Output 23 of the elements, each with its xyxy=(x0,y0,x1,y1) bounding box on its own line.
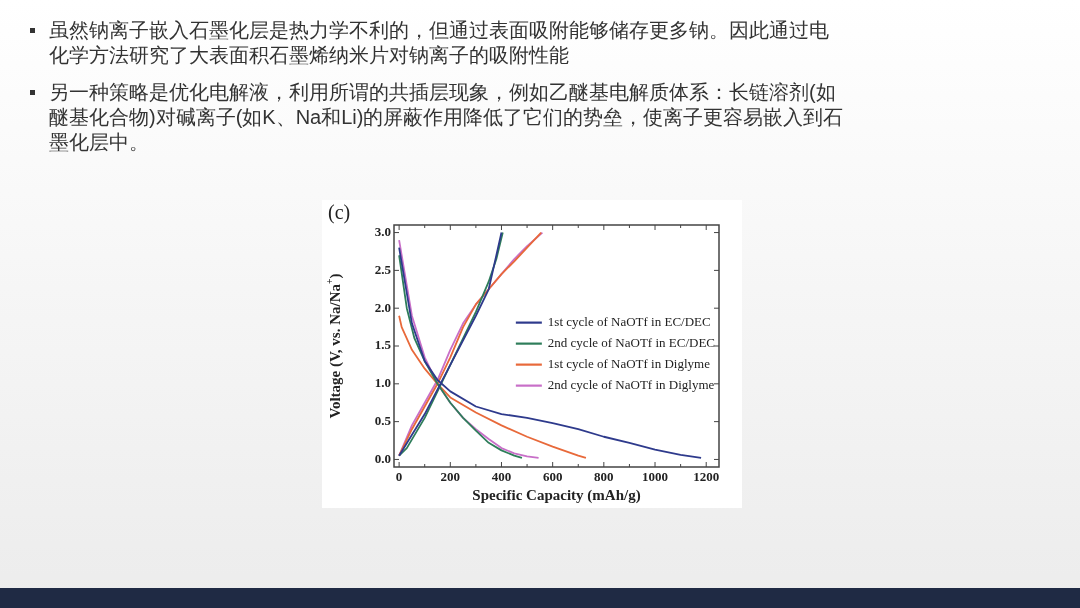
x-tick-label: 200 xyxy=(440,469,461,485)
legend-label: 2nd cycle of NaOTf in Diglyme xyxy=(547,377,715,393)
legend-label: 1st cycle of NaOTf in Diglyme xyxy=(547,356,711,372)
legend-label: 1st cycle of NaOTf in EC/DEC xyxy=(547,314,711,330)
y-tick-label: 0.0 xyxy=(374,450,391,466)
y-tick-label: 1.5 xyxy=(374,337,392,353)
y-tick-label: 1.0 xyxy=(374,375,391,391)
x-tick-label: 1000 xyxy=(642,469,669,485)
text: 另一种策略是优化电解液，利用所谓的共插层现象，例如乙醚基电解质体系：长链溶剂(如醚基化合物)对碱离子(如K、Na和Li)的屏蔽作用降低了它们的势垒，使离子更容易嵌入到石墨化层中。 xyxy=(49,80,845,155)
y-tick-label: 2.0 xyxy=(374,299,391,315)
x-tick-label: 800 xyxy=(594,469,614,485)
x-tick-label: 0 xyxy=(395,469,403,485)
y-tick-label: 0.5 xyxy=(374,412,392,428)
x-axis-title: Specific Capacity (mAh/g) xyxy=(472,486,641,504)
text: 虽然钠离子嵌入石墨化层是热力学不利的，但通过表面吸附能够储存更多钠。因此通过电化学方法研究了大表面积石墨烯纳米片对钠离子的吸附性能 xyxy=(49,18,830,68)
x-tick-label: 600 xyxy=(542,469,563,485)
y-tick-label: 2.5 xyxy=(374,261,392,277)
text: (c) xyxy=(328,201,351,225)
y-tick-label: 3.0 xyxy=(374,223,391,239)
legend-label: 2nd cycle of NaOTf in EC/DEC xyxy=(547,335,715,351)
x-tick-label: 1200 xyxy=(693,469,720,485)
y-axis-title: Voltage (V, vs. Na/Na+) xyxy=(323,273,344,419)
x-tick-label: 400 xyxy=(491,469,512,485)
